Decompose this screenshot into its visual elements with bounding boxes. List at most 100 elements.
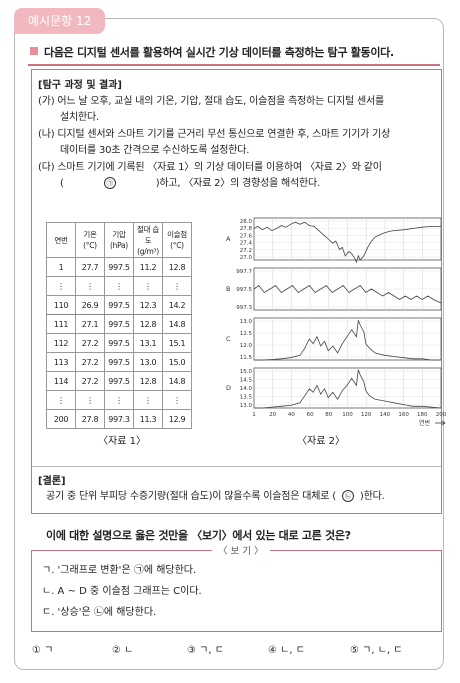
step-da-line2: (㉠)하고, 〈자료 2〉의 경향성을 해석한다.: [38, 176, 434, 192]
table-cell: 14.2: [162, 295, 192, 315]
table-cell: 997.5: [104, 333, 134, 353]
table-cell: 27.2: [75, 352, 105, 372]
panel-label-D: D: [226, 384, 231, 392]
question-frame: [14, 18, 444, 670]
choice-3[interactable]: ③ ㄱ, ㄷ: [187, 645, 224, 656]
x-tick-label: 140: [380, 412, 391, 418]
table-cell: 27.8: [75, 409, 105, 429]
table-cell: 13.0: [133, 352, 163, 372]
table-cell: 110: [46, 295, 76, 315]
choice-1[interactable]: ① ㄱ: [32, 645, 54, 656]
table-row: ⋮ ⋮ ⋮ ⋮ ⋮: [46, 390, 192, 410]
table-cell: 12.9: [162, 409, 192, 429]
table-cell: ⋮: [104, 390, 134, 410]
table-cell: 26.9: [75, 295, 105, 315]
conclusion-text-a: 공기 중 단위 부피당 수증기량(절대 습도)이 많을수록 이슬점은 대체로 (: [46, 491, 336, 502]
table-row: 200 27.8 997.3 11.3 12.9: [46, 409, 192, 429]
step-ga-line2: 설치한다.: [60, 112, 99, 123]
y-tick-label: 27.6: [240, 233, 253, 239]
title-divider: [28, 64, 440, 66]
table-cell: ⋮: [46, 390, 76, 410]
table-cell: 997.5: [104, 257, 134, 277]
table-cell: 13.1: [133, 333, 163, 353]
y-tick-label: 14.0: [240, 386, 253, 392]
y-tick-label: 997.5: [236, 287, 252, 293]
table-cell: 111: [46, 314, 76, 334]
bogi-item-3: ㄷ. '상승'은 ㉡에 해당한다.: [42, 607, 157, 618]
table-row: 112 27.2 997.5 13.1 15.1: [46, 333, 192, 353]
panel-label-C: C: [226, 335, 231, 343]
table-cell: ⋮: [104, 276, 134, 296]
choice-5[interactable]: ⑤ ㄱ, ㄴ, ㄷ: [350, 645, 403, 656]
step-da: (다) 스마트 기기에 기록된 〈자료 1〉의 기상 데이터를 이용하여 〈자료…: [38, 160, 434, 192]
x-tick-label: 180: [417, 412, 428, 418]
table-cell: 27.2: [75, 371, 105, 391]
table-cell: 997.5: [104, 371, 134, 391]
process-box: [탐구 과정 및 결과] (가) 어느 날 오후, 교실 내의 기온, 기압, …: [31, 69, 447, 514]
y-tick-label: 13.0: [240, 319, 253, 325]
step-na-line1: (나) 디지털 센서와 스마트 기기를 근거리 무선 통신으로 연결한 후, 스…: [38, 129, 391, 140]
table-cell: 27.1: [75, 314, 105, 334]
table-header-4: 이슬점 (°C): [162, 222, 192, 258]
choice-2[interactable]: ② ㄴ: [112, 645, 134, 656]
table-cell: 14.8: [162, 371, 192, 391]
conclusion-text: 공기 중 단위 부피당 수증기량(절대 습도)이 많을수록 이슬점은 대체로 (…: [46, 489, 442, 505]
table-row: 114 27.2 997.5 12.8 14.8: [46, 371, 192, 391]
table-row: 111 27.1 997.5 12.8 14.8: [46, 314, 192, 334]
table-row: ⋮ ⋮ ⋮ ⋮ ⋮: [46, 276, 192, 296]
y-tick-label: 12.0: [240, 343, 253, 349]
table-cell: 27.7: [75, 257, 105, 277]
table-cell: ⋮: [133, 390, 163, 410]
table-row: 110 26.9 997.5 12.3 14.2: [46, 295, 192, 315]
y-tick-label: 28.0: [240, 219, 253, 225]
table-cell: 997.3: [104, 409, 134, 429]
table-header-3: 절대 습도 (g/m³): [133, 222, 163, 258]
y-tick-label: 13.5: [240, 395, 253, 401]
series-line-C: [254, 320, 441, 361]
y-tick-label: 997.3: [236, 305, 252, 311]
table-cell: ⋮: [162, 276, 192, 296]
table-cell: 15.0: [162, 352, 192, 372]
table-cell: 15.1: [162, 333, 192, 353]
caption-2: 〈자료 2〉: [297, 436, 345, 447]
table-cell: ⋮: [75, 276, 105, 296]
y-tick-label: 14.5: [240, 378, 253, 384]
table-cell: 112: [46, 333, 76, 353]
question-badge: 예시문항 12: [14, 8, 106, 34]
table-cell: 1: [46, 257, 76, 277]
table-cell: 12.8: [133, 314, 163, 334]
choice-4[interactable]: ④ ㄴ, ㄷ: [268, 645, 305, 656]
x-tick-label: 100: [342, 412, 353, 418]
y-tick-label: 11.5: [240, 355, 253, 361]
table-cell: 12.3: [133, 295, 163, 315]
conclusion-divider: [32, 466, 441, 467]
x-axis-arrow-icon: [435, 420, 446, 426]
table-header-0: 연번: [46, 222, 76, 258]
table-cell: ⋮: [162, 390, 192, 410]
bogi-item-2: ㄴ. A ~ D 중 이슬점 그래프는 C이다.: [42, 586, 202, 597]
y-tick-label: 27.0: [240, 255, 253, 261]
y-tick-label: 997.7: [236, 269, 252, 275]
blank-open-paren: (: [60, 178, 64, 189]
bogi-box: 〈 보 기 〉 ㄱ. '그래프로 변환'은 ㉠에 해당한다. ㄴ. A ~ D …: [31, 543, 442, 632]
table-cell: ⋮: [46, 276, 76, 296]
table-cell: ⋮: [133, 276, 163, 296]
table-cell: 11.2: [133, 257, 163, 277]
weather-line-charts: 28.027.827.6 27.427.227.0 A 997.7 997.5 997.3…: [226, 217, 447, 427]
x-tick-label: 160: [398, 412, 409, 418]
series-line-A: [253, 221, 441, 264]
x-tick-label: 200: [436, 412, 447, 418]
caption-1: 〈자료 1〉: [98, 436, 146, 447]
step-ga-line1: (가) 어느 날 오후, 교실 내의 기온, 기압, 절대 습도, 이슬점을 측…: [38, 96, 385, 107]
marker-a: ㉠: [103, 177, 116, 189]
table-header-2: 기압 (hPa): [104, 222, 134, 258]
table-cell: 14.8: [162, 314, 192, 334]
table-row: 113 27.2 997.5 13.0 15.0: [46, 352, 192, 372]
table-cell: 997.5: [104, 295, 134, 315]
conclusion-header: [결론]: [38, 476, 66, 487]
x-tick-label: 20: [269, 412, 276, 418]
table-row: 1 27.7 997.5 11.2 12.8: [46, 257, 192, 277]
process-header: [탐구 과정 및 결과]: [38, 80, 122, 91]
bogi-label: 〈 보 기 〉: [212, 543, 270, 557]
series-line-D: [254, 369, 442, 409]
